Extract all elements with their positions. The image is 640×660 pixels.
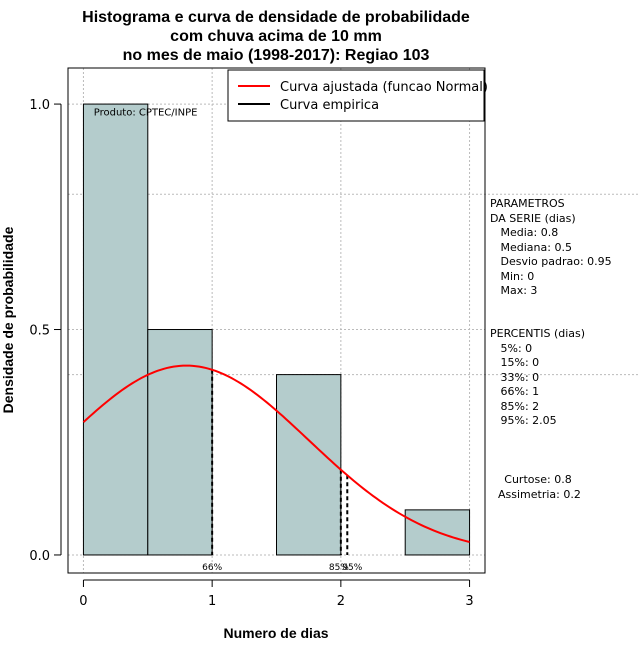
percentis-line: PERCENTIS (dias)	[490, 327, 586, 340]
series-parameters: PARAMETROS DA SERIE (dias) Media: 0.8 Med…	[490, 197, 612, 299]
plot-frame	[67, 67, 486, 574]
y-tick-label-2: 1.0	[29, 98, 50, 113]
percentis-line: 66%: 1	[490, 385, 540, 398]
percentis-line: 85%: 2	[490, 399, 540, 413]
x-axis-label: Numero de dias	[223, 625, 328, 641]
x-tick-label-1: 1	[208, 594, 216, 609]
parametros-line: Mediana: 0.5	[490, 240, 572, 254]
histogram-bar-0	[82, 103, 149, 556]
percentis-line: 15%: 0	[490, 356, 540, 369]
parametros-line: PARAMETROS	[490, 197, 565, 210]
percentis-line: 95%: 2.05	[490, 414, 557, 427]
histogram-bars	[82, 103, 471, 556]
legend-entry-empirical: Curva empirica	[280, 98, 379, 113]
y-tick-label-1: 0.5	[29, 324, 50, 339]
parametros-line: Min: 0	[490, 269, 535, 283]
parametros-line: Desvio padrao: 0.95	[490, 255, 612, 268]
chart-title: Histograma e curva de densidade de proba…	[82, 9, 470, 64]
histogram-bar-3	[276, 374, 342, 556]
shape-line: Curtose: 0.8	[504, 473, 572, 486]
shape-statistics: Curtose: 0.8 Assimetria: 0.2	[498, 473, 581, 502]
parametros-line: Max: 3	[490, 284, 538, 297]
chart-title-line-2: com chuva acima de 10 mm	[170, 28, 382, 45]
histogram-bar-1	[147, 329, 213, 556]
y-tick-label-0: 0.0	[29, 549, 50, 564]
legend: Curva ajustada (funcao Normal) Curva emp…	[227, 69, 488, 122]
percentile-label-0: 66%	[202, 563, 222, 573]
percentis-line: 33%: 0	[490, 370, 540, 384]
shape-line: Assimetria: 0.2	[498, 487, 581, 501]
x-tick-label-0: 0	[79, 594, 87, 609]
percentile-marks: 66% 85%95%	[202, 369, 363, 573]
parametros-line: Media: 0.8	[490, 226, 559, 239]
chart-title-line-1: Histograma e curva de densidade de proba…	[82, 9, 470, 26]
percentiles-block: PERCENTIS (dias) 5%: 0 15%: 0 33%: 0 66%…	[490, 327, 585, 429]
legend-entry-normal: Curva ajustada (funcao Normal)	[280, 80, 488, 95]
percentile-label-1: 85%	[329, 563, 349, 573]
product-annotation: Produto: CPTEC/INPE	[94, 107, 198, 118]
y-axis-label: Densidade de probabilidade	[0, 226, 16, 413]
percentis-line: 5%: 0	[490, 341, 533, 355]
axes: 0 1 2 3 0.0 0.5 1.0	[29, 98, 473, 609]
x-tick-label-2: 2	[337, 594, 345, 609]
normal-fit-curve	[82, 364, 470, 543]
parametros-line: DA SERIE (dias)	[490, 211, 576, 225]
percentile-label-2: 95%	[342, 563, 362, 573]
chart-title-line-3: no mes de maio (1998-2017): Regiao 103	[123, 47, 430, 64]
x-tick-label-3: 3	[465, 594, 473, 609]
legend-box	[227, 69, 485, 122]
